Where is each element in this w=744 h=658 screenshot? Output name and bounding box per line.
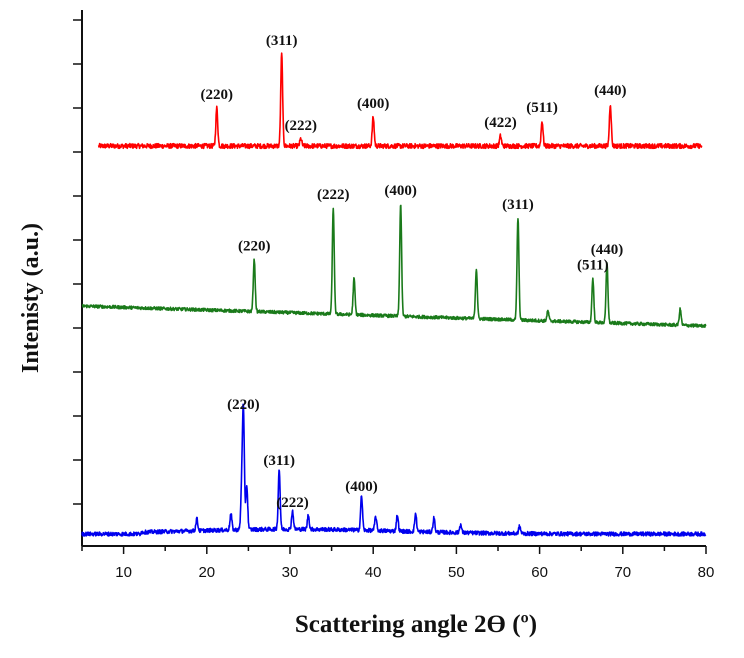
peak-label: (440): [594, 83, 627, 99]
peak-label: (311): [266, 33, 298, 49]
peak-label: (222): [285, 118, 318, 134]
x-tick-label: 50: [448, 564, 465, 581]
x-tick-labels: 10 20 30 40 50 60 70 80: [115, 564, 714, 581]
peak-labels: (220)(311)(222)(400)(422)(511)(440)(220)…: [201, 33, 627, 511]
axes-frame: [73, 10, 707, 554]
x-tick-label: 60: [531, 564, 548, 581]
peak-label: (440): [591, 242, 624, 258]
series-line: [81, 204, 707, 329]
plot-series: [81, 52, 707, 537]
peak-label: (220): [201, 87, 234, 103]
peak-label: (511): [577, 257, 609, 273]
series-line: [81, 403, 707, 537]
peak-label: (222): [276, 495, 309, 511]
x-tick-label: 40: [365, 564, 382, 581]
peak-label: (400): [345, 479, 378, 495]
peak-label: (311): [263, 453, 295, 469]
y-axis-title: Intenisty (a.u.): [18, 223, 44, 373]
series-line: [97, 52, 703, 150]
peak-label: (311): [502, 197, 534, 213]
peak-label: (222): [317, 187, 350, 203]
x-tick-label: 20: [198, 564, 215, 581]
peak-label: (400): [384, 183, 417, 199]
peak-label: (422): [484, 115, 517, 131]
peak-label: (220): [227, 397, 260, 413]
peak-label: (220): [238, 239, 271, 255]
x-tick-label: 80: [698, 564, 715, 581]
peak-label: (511): [526, 100, 558, 116]
x-tick-label: 70: [614, 564, 631, 581]
x-tick-label: 10: [115, 564, 132, 581]
peak-label: (400): [357, 96, 390, 112]
x-tick-label: 30: [282, 564, 299, 581]
x-axis-title: Scattering angle 2Ө (º): [295, 611, 537, 638]
